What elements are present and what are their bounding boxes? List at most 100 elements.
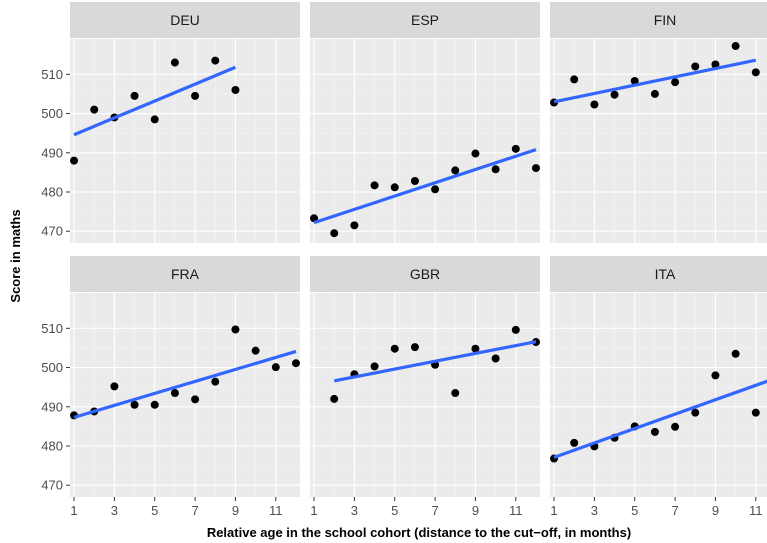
fit-line [553, 379, 767, 459]
facet-strip [310, 2, 540, 38]
data-point [191, 395, 200, 404]
y-tick-label: 500 [41, 106, 63, 121]
y-tick-label: 470 [41, 478, 63, 493]
facet-strip-label: ESP [411, 12, 439, 28]
data-point [570, 75, 579, 84]
data-point [150, 115, 159, 124]
data-point [650, 427, 659, 436]
y-tick-label: 510 [41, 321, 63, 336]
x-tick-label: 1 [310, 503, 317, 518]
x-tick-label: 9 [232, 503, 239, 518]
facet-strip-label: FRA [171, 266, 200, 282]
data-point [291, 359, 300, 368]
data-point [630, 76, 639, 85]
x-tick-label: 7 [431, 503, 438, 518]
x-tick-label: 9 [472, 503, 479, 518]
data-point [410, 343, 419, 352]
data-point [431, 185, 440, 194]
x-tick-label: 11 [509, 503, 523, 518]
data-point [170, 58, 179, 67]
data-point [751, 408, 760, 417]
y-tick-label: 490 [41, 399, 63, 414]
x-tick-label: 11 [269, 503, 283, 518]
y-tick-label: 470 [41, 224, 63, 239]
data-point [491, 165, 500, 174]
panel-background [70, 293, 300, 497]
data-point [731, 42, 740, 51]
data-point [211, 56, 220, 65]
data-point [231, 325, 240, 334]
y-tick-label: 510 [41, 67, 63, 82]
data-point [390, 344, 399, 353]
data-point [471, 149, 480, 158]
x-tick-label: 3 [351, 503, 358, 518]
facet-strip-label: GBR [410, 266, 440, 282]
data-point [191, 91, 200, 100]
facet-strip [550, 2, 767, 38]
x-tick-label: 5 [151, 503, 158, 518]
data-point [491, 354, 500, 363]
facet-strip-label: ITA [655, 266, 676, 282]
data-point [691, 62, 700, 71]
data-point [170, 389, 179, 398]
panel-background [550, 293, 767, 497]
data-point [330, 394, 339, 403]
data-point [370, 181, 379, 190]
panel-background [310, 39, 540, 243]
data-point [650, 89, 659, 98]
facet-strip [550, 256, 767, 292]
fit-line [553, 58, 757, 104]
data-point [511, 325, 520, 334]
x-tick-label: 7 [191, 503, 198, 518]
x-tick-label: 7 [671, 503, 678, 518]
data-point [231, 86, 240, 94]
data-point [370, 362, 379, 371]
data-point [211, 377, 220, 386]
x-tick-label: 3 [111, 503, 118, 518]
data-point [90, 105, 99, 114]
x-axis-title: Relative age in the school cohort (dista… [207, 525, 631, 540]
data-point [451, 166, 460, 175]
facet-strip-label: DEU [170, 12, 200, 28]
data-point [110, 382, 119, 391]
data-point [671, 78, 680, 87]
data-point [330, 229, 339, 238]
x-tick-label: 1 [550, 503, 557, 518]
facet-strip-label: FIN [654, 12, 677, 28]
data-point [410, 177, 419, 186]
data-point [251, 346, 260, 355]
y-tick-label: 490 [41, 145, 63, 160]
x-tick-label: 3 [591, 503, 598, 518]
data-point [590, 100, 599, 109]
data-point [671, 422, 680, 431]
y-tick-label: 480 [41, 439, 63, 454]
data-point [570, 438, 579, 447]
panel-background [550, 39, 767, 243]
data-point [130, 400, 139, 409]
data-point [531, 164, 540, 173]
data-point [471, 344, 480, 353]
y-axis-title: Score in maths [8, 209, 23, 302]
fit-line [73, 65, 237, 137]
facet-strip [70, 2, 300, 38]
data-point [711, 371, 720, 380]
data-point [130, 91, 139, 100]
data-point [350, 221, 359, 230]
fit-line [313, 148, 537, 225]
facet-strip [310, 256, 540, 292]
fit-line [333, 340, 537, 383]
x-tick-label: 11 [749, 503, 763, 518]
data-point [610, 90, 619, 99]
data-point [511, 144, 520, 153]
data-point [691, 408, 700, 417]
x-tick-label: 5 [391, 503, 398, 518]
data-point [451, 389, 460, 398]
data-point [390, 183, 399, 192]
x-tick-label: 5 [631, 503, 638, 518]
data-point [271, 363, 280, 372]
y-tick-label: 480 [41, 185, 63, 200]
facet-strip [70, 256, 300, 292]
x-tick-label: 1 [70, 503, 77, 518]
